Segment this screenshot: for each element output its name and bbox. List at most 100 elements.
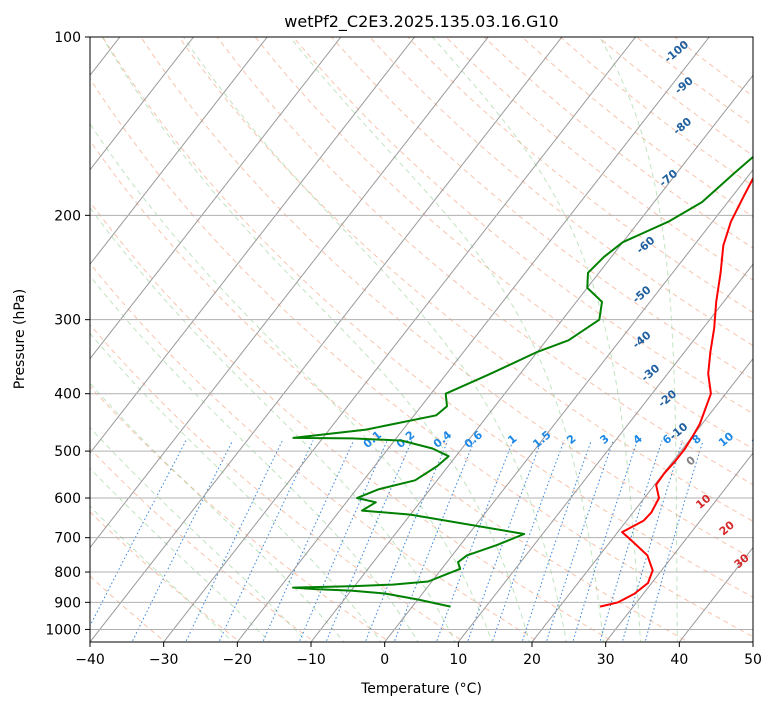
y-tick-label: 600 [54, 491, 81, 507]
dry-adiabat-line [90, 262, 540, 642]
mixing-ratio-line [599, 440, 663, 642]
mixing-ratio-line [298, 440, 388, 642]
dry-adiabat-line [90, 385, 391, 642]
mixing-ratio-label: 2 [564, 432, 578, 447]
dry-adiabat-line [178, 37, 753, 522]
y-tick-label: 400 [54, 387, 81, 403]
x-tick-label: −30 [149, 652, 179, 668]
dry-adiabat-line [521, 37, 753, 218]
x-axis-ticks: −40 −30 −20 −10 0 10 20 30 40 50 [75, 642, 762, 668]
moist-adiabat-line [90, 505, 234, 642]
moist-adiabat-line [90, 275, 419, 642]
x-tick-label: −20 [223, 652, 253, 668]
dry-adiabat-label: -70 [657, 167, 681, 190]
moist-adiabat-label: 40 [750, 579, 770, 599]
mixing-ratio-line [185, 440, 283, 642]
profile-lines [292, 155, 753, 608]
y-tick-label: 700 [54, 531, 81, 547]
dry-adiabat-line [102, 37, 753, 598]
dry-adiabat-line [90, 77, 753, 638]
dry-adiabat-line [368, 37, 753, 347]
grid-lines [90, 37, 753, 642]
isotherm-line [90, 37, 415, 454]
y-axis-ticks: 1000 900 800 700 600 500 400 300 200 100 [45, 30, 90, 638]
moist-adiabat-label: 0 [684, 453, 698, 468]
x-tick-label: −10 [296, 652, 326, 668]
mixing-ratio-line [621, 440, 683, 642]
isotherm-line [236, 37, 710, 642]
isotherm-line [531, 357, 753, 642]
isotherm-line [90, 37, 342, 360]
dry-adiabat-line [90, 201, 615, 642]
mixing-ratio-line [521, 440, 592, 642]
mixing-ratio-label: 13 [749, 430, 769, 450]
mixing-ratio-line [364, 440, 449, 642]
moist-adiabat-line [90, 332, 382, 642]
y-tick-label: 500 [54, 444, 81, 460]
dry-adiabat-label: -90 [672, 74, 696, 97]
moist-adiabat-line [182, 37, 568, 642]
isotherm-line [90, 37, 563, 642]
y-tick-label: 800 [54, 565, 81, 581]
dry-adiabat-line [90, 511, 241, 642]
x-tick-label: 40 [670, 652, 688, 668]
chart-title: wetPf2_C2E3.2025.135.03.16.G10 [284, 12, 558, 32]
y-tick-label: 1000 [45, 622, 81, 638]
dry-adiabat-label: -40 [630, 328, 654, 351]
x-tick-label: 20 [523, 652, 541, 668]
mixing-ratio-line [572, 440, 638, 642]
profile-line-2 [292, 155, 753, 608]
isotherm-line [90, 37, 489, 549]
isotherm-line [384, 168, 753, 642]
isotherm-line [605, 452, 753, 642]
dry-adiabat-label: -30 [639, 361, 663, 384]
dry-adiabat-line [90, 323, 466, 642]
dry-adiabat-line [254, 37, 753, 450]
mixing-ratio-label: 0.4 [431, 428, 455, 451]
y-tick-label: 900 [54, 595, 81, 611]
dry-adiabat-label: -20 [656, 387, 680, 410]
moist-adiabat-line [289, 37, 605, 642]
mixing-ratio-label: 1.5 [530, 428, 553, 450]
mixing-ratio-label: 10 [716, 429, 736, 449]
dry-adiabat-line [140, 37, 753, 560]
isotherm-line [457, 263, 753, 642]
dry-adiabat-line [559, 37, 753, 187]
mixing-ratio-line [90, 440, 187, 628]
dry-adiabat-label: -60 [634, 234, 658, 257]
dry-adiabat-line [90, 575, 167, 642]
dry-adiabat-line [90, 447, 316, 642]
moist-adiabat-label: 30 [732, 551, 752, 571]
x-tick-label: 30 [597, 652, 615, 668]
dry-adiabat-line [483, 37, 753, 249]
isotherm-line [310, 74, 753, 642]
mixing-ratio-label: 0.6 [462, 428, 486, 451]
x-tick-label: −40 [75, 652, 105, 668]
plot-frame [89, 36, 754, 643]
moist-adiabat-line [432, 37, 641, 642]
mixing-ratio-line [325, 440, 413, 642]
moist-adiabat-line [90, 382, 345, 642]
mixing-ratio-line [644, 440, 704, 642]
mixing-ratio-label: 4 [631, 432, 645, 447]
background-lines [90, 37, 753, 642]
moist-adiabat-line [599, 37, 678, 642]
mixing-ratio-line [218, 440, 314, 642]
mixing-ratio-line [131, 440, 234, 642]
x-axis-label: Temperature (°C) [360, 681, 482, 697]
mixing-ratio-line [393, 440, 475, 642]
y-tick-label: 200 [54, 208, 81, 224]
profile-line-1 [599, 176, 753, 608]
dry-adiabat-line [292, 37, 753, 415]
isotherm-line [90, 37, 268, 266]
dry-adiabat-line [673, 37, 753, 97]
dry-adiabat-line [407, 37, 753, 314]
isotherm-line [752, 641, 753, 642]
x-tick-label: 0 [380, 652, 389, 668]
isotherm-line [163, 37, 636, 642]
moist-adiabat-line [90, 467, 271, 642]
dry-adiabat-label: -80 [671, 115, 695, 138]
dry-adiabat-label: -50 [630, 283, 654, 306]
isotherm-line [90, 37, 194, 171]
